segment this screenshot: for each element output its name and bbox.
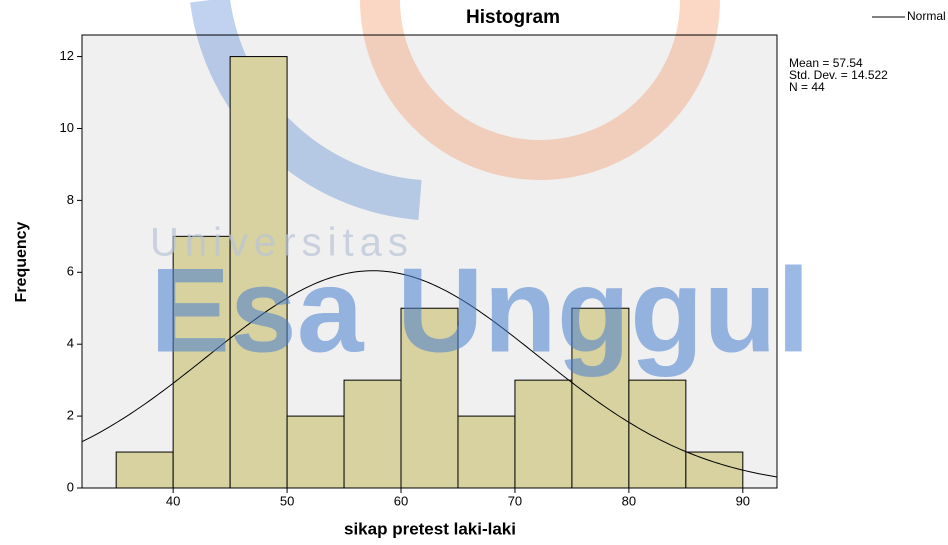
bar [229,56,288,489]
bar [685,451,744,489]
x-tick-label: 60 [394,493,408,508]
x-tick-label: 80 [622,493,636,508]
watermark-text: Esa Unggul [150,244,810,378]
bar [400,307,459,489]
bar [343,379,402,489]
y-tick-label: 2 [67,408,74,423]
bar [286,415,345,489]
y-tick-label: 6 [67,264,74,279]
stat-label: Mean = 57.54 [789,56,863,70]
watermark-text: Universitas [150,221,414,265]
stat-label: Std. Dev. = 14.522 [789,68,888,82]
x-tick-label: 50 [280,493,294,508]
y-tick-label: 12 [60,48,74,63]
legend-label: Normal [907,9,946,23]
y-tick-label: 0 [67,479,74,494]
x-axis-label: sikap pretest laki-laki [344,519,516,538]
normal-curve [81,270,778,478]
stat-label: N = 44 [789,80,825,94]
bar [457,415,516,489]
chart-title: Histogram [466,7,560,28]
y-axis-label: Frequency [13,221,30,302]
bar [628,379,687,489]
y-tick-label: 4 [67,336,74,351]
plot-frame [81,34,778,489]
y-tick-label: 8 [67,192,74,207]
plot [81,56,778,489]
bar [115,451,174,489]
x-tick-label: 70 [508,493,522,508]
x-tick-label: 90 [736,493,750,508]
x-tick-label: 40 [166,493,180,508]
y-tick-label: 10 [60,120,74,135]
bar [571,307,630,489]
bar [514,379,573,489]
